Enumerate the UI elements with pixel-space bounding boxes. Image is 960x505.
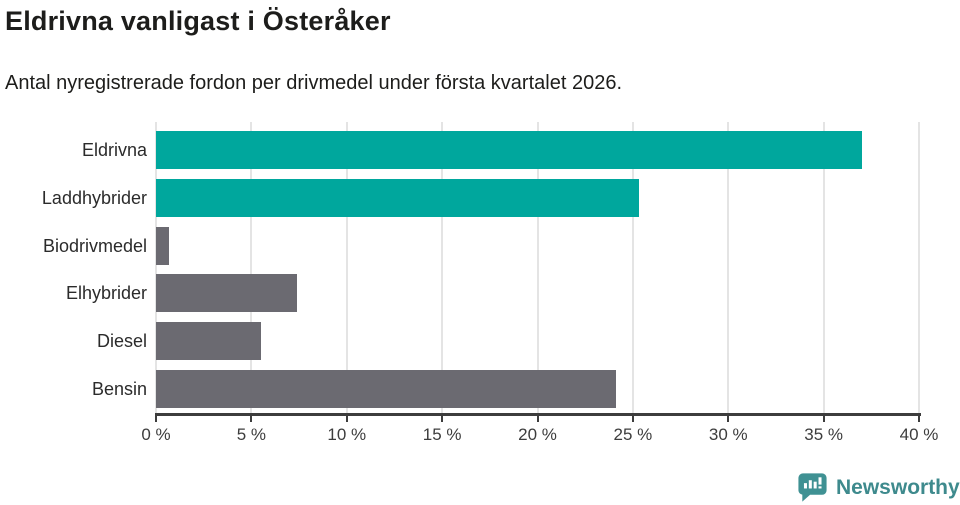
x-axis-tick-label: 20 % — [518, 425, 557, 444]
x-axis-tick — [918, 415, 920, 422]
x-axis-tick — [822, 415, 825, 422]
bar-biodrivmedel — [156, 227, 170, 265]
category-label-biodrivmedel: Biodrivmedel — [42, 236, 147, 256]
x-axis-tick-label: 5 % — [236, 425, 267, 444]
x-axis-tick — [536, 415, 539, 422]
x-axis-tick-label: 35 % — [804, 425, 843, 444]
newsworthy-bubble-chart-icon — [796, 471, 829, 504]
category-label-diesel: Diesel — [96, 331, 147, 351]
gridline — [536, 122, 539, 413]
gridline — [918, 122, 920, 413]
x-axis-tick-label: 10 % — [327, 425, 367, 444]
x-axis-tick — [155, 415, 157, 422]
gridline — [441, 122, 444, 413]
x-axis-tick — [727, 415, 730, 422]
gridline — [250, 122, 253, 413]
x-axis-tick-label: 30 % — [708, 425, 748, 444]
category-label-bensin: Bensin — [91, 379, 147, 399]
category-label-laddhybrider: Laddhybrider — [41, 188, 147, 208]
x-axis-tick — [441, 415, 444, 422]
x-axis-tick-label: 0 % — [141, 425, 171, 444]
x-axis-line — [155, 413, 921, 416]
bar-eldrivna — [156, 131, 862, 169]
x-axis-tick — [250, 415, 253, 422]
newsworthy-logo[interactable]: Newsworthy — [796, 471, 960, 504]
chart-title: Eldrivna vanligast i Österåker — [5, 6, 391, 36]
gridline — [345, 122, 348, 413]
bar-bensin — [156, 370, 616, 408]
category-label-eldrivna: Eldrivna — [81, 140, 147, 160]
newsworthy-logo-text: Newsworthy — [836, 475, 960, 499]
chart-subtitle: Antal nyregistrerade fordon per drivmede… — [5, 72, 623, 94]
gridline — [631, 122, 634, 413]
gridline — [155, 122, 157, 413]
gridline — [822, 122, 825, 413]
bar-laddhybrider — [156, 179, 639, 217]
x-axis-tick-label: 40 % — [899, 425, 939, 444]
x-axis-tick-label: 15 % — [422, 425, 462, 444]
bar-elhybrider — [156, 274, 298, 312]
x-axis-tick-label: 25 % — [613, 425, 653, 444]
category-label-elhybrider: Elhybrider — [65, 283, 147, 303]
gridline — [727, 122, 730, 413]
x-axis-tick — [631, 415, 634, 422]
bar-diesel — [156, 322, 261, 360]
x-axis-tick — [345, 415, 348, 422]
